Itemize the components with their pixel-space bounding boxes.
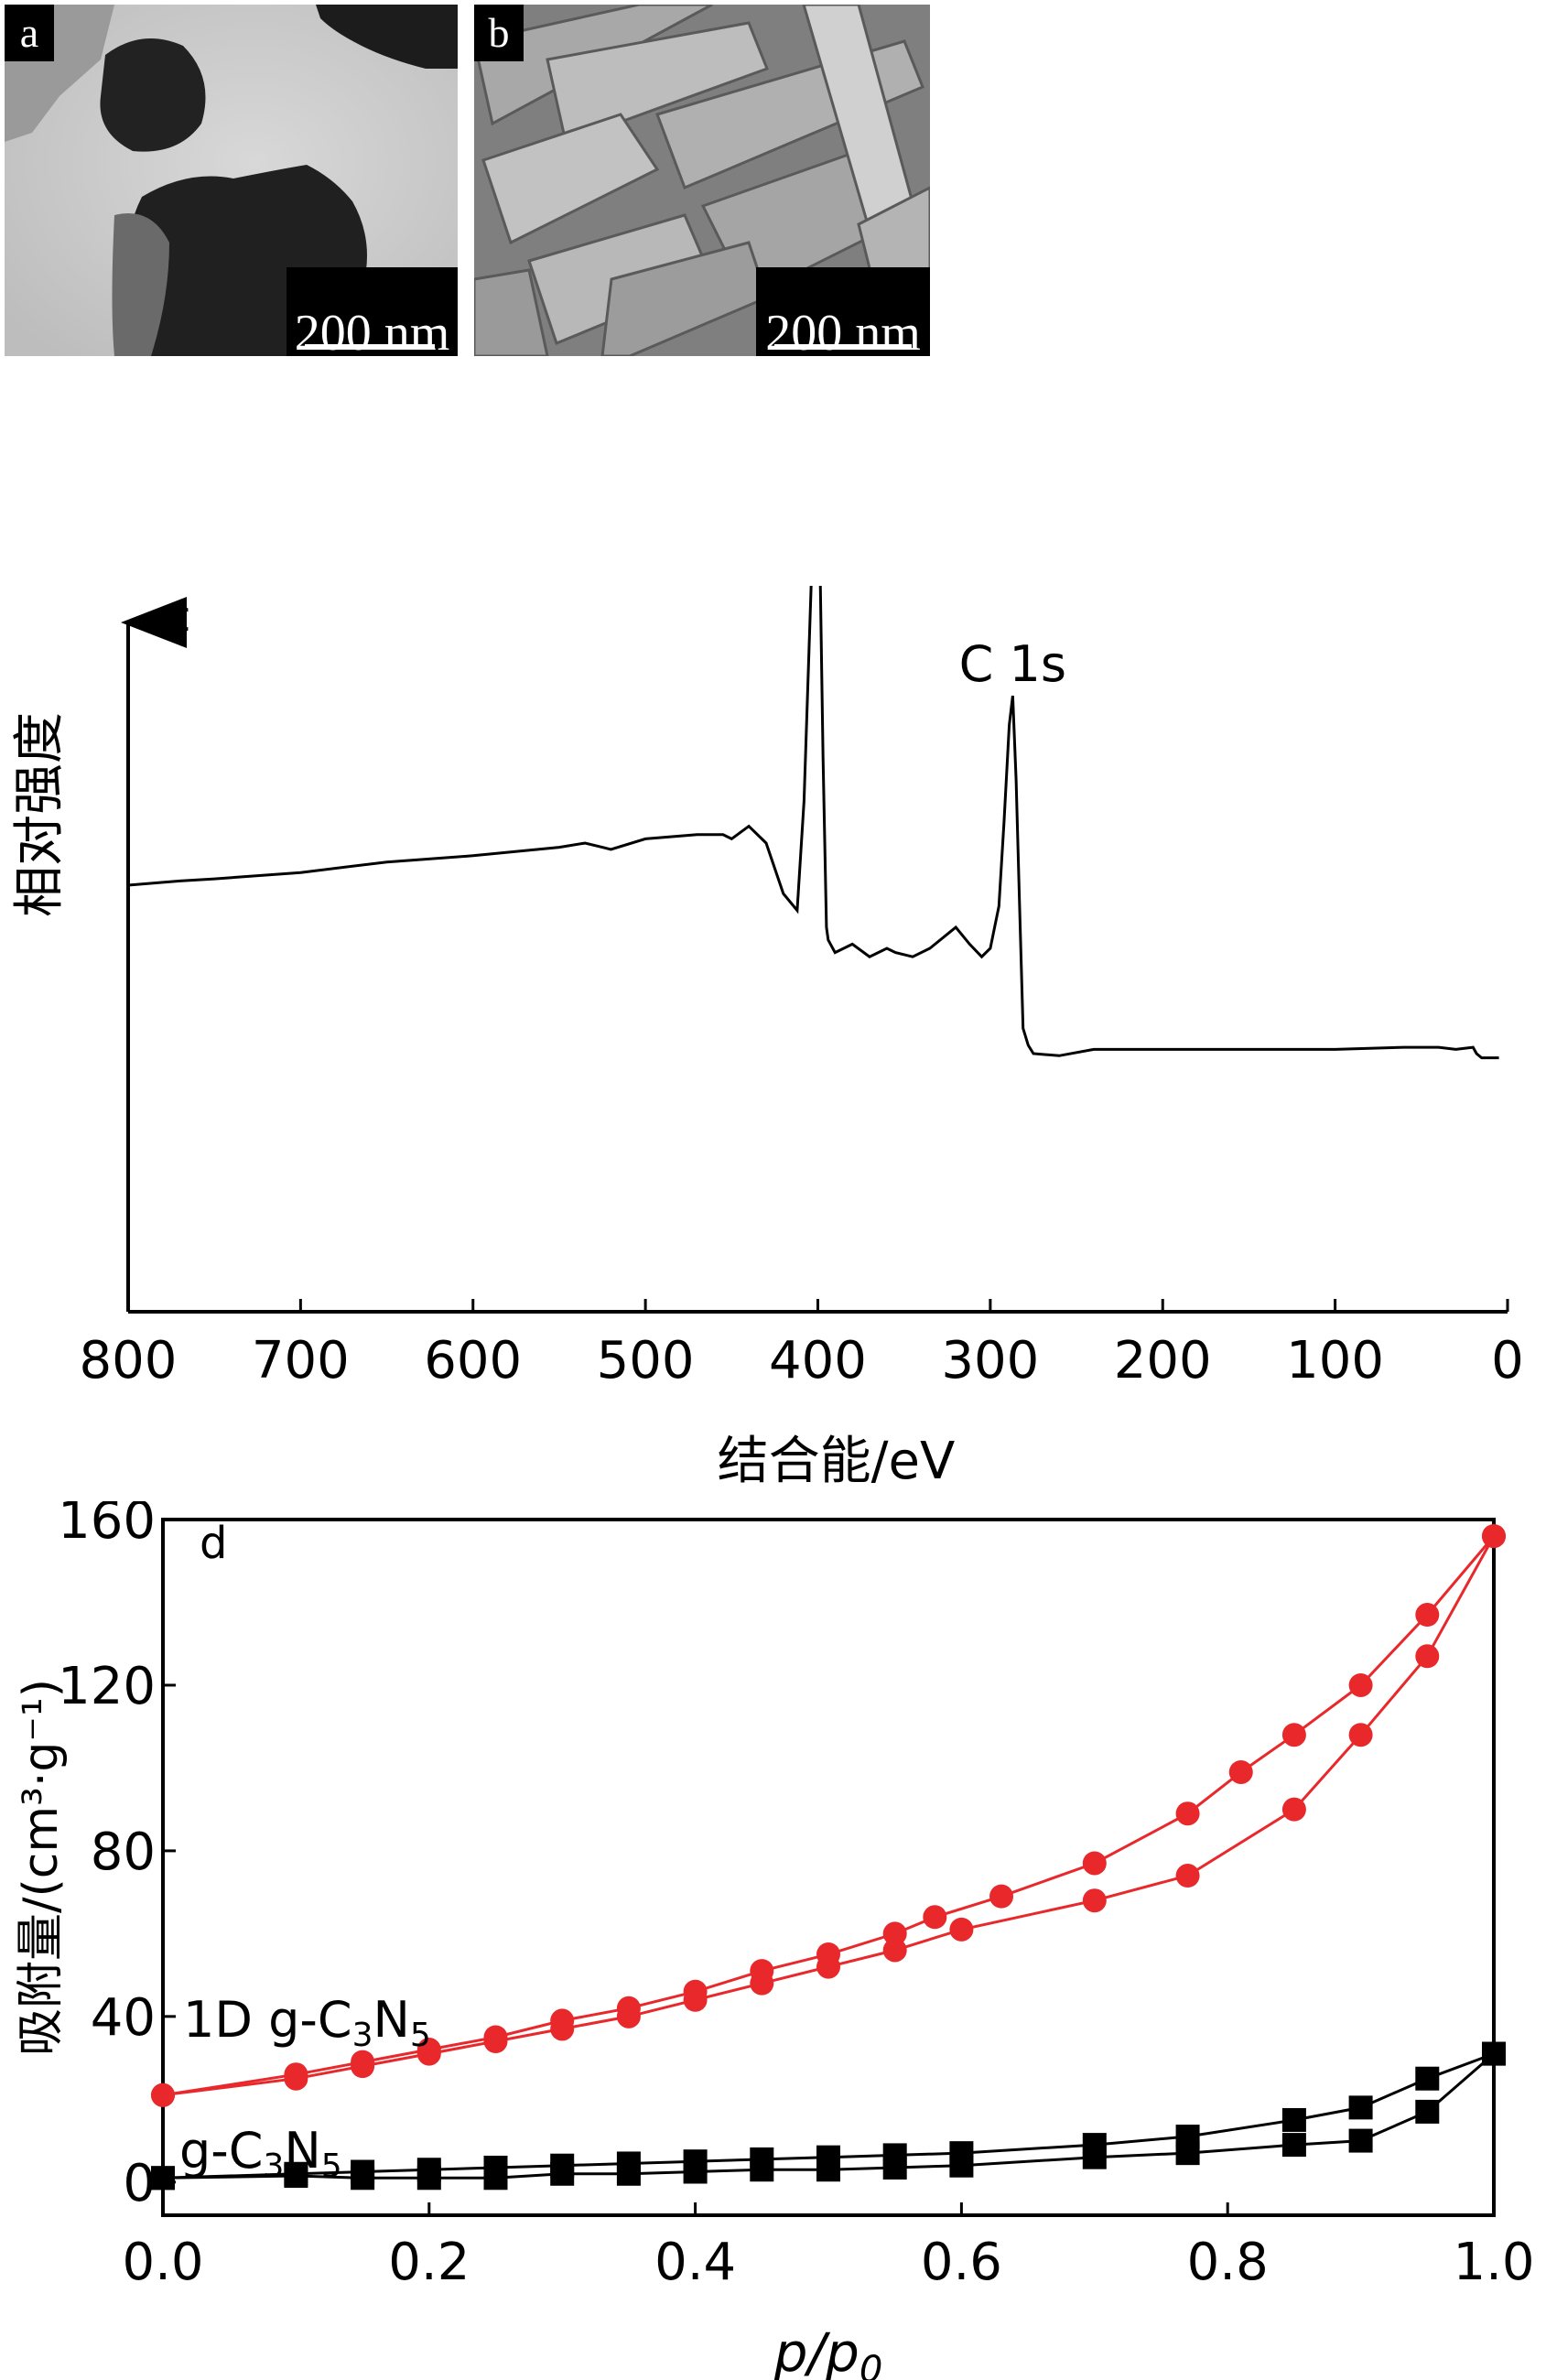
series-gc3n5-point [683, 2149, 708, 2174]
x-tick-label: 0 [1491, 1331, 1524, 1390]
x-tick-label: 100 [1286, 1331, 1384, 1390]
series-1d-gc3n5-point [1082, 1888, 1107, 1913]
panel-label-b: b [474, 5, 524, 61]
series-1d-gc3n5-point [989, 1884, 1014, 1909]
x-axis-label: 结合能/eV [718, 1432, 956, 1491]
series-1d-gc3n5-point [683, 1979, 708, 2004]
series-gc3n5-point [1348, 2128, 1373, 2153]
series-gc3n5-point [351, 2159, 375, 2184]
series-1d-gc3n5-point [616, 1996, 641, 2020]
series-gc3n5-point [284, 2161, 308, 2186]
x-tick-label: 200 [1114, 1331, 1212, 1390]
x-tick-label: 0.6 [921, 2233, 1002, 2292]
series-gc3n5-point [816, 2145, 840, 2169]
series-1d-gc3n5-point [816, 1942, 840, 1966]
series-1d-gc3n5-point [284, 2062, 308, 2087]
x-tick-label: 0.0 [122, 2233, 203, 2292]
series-1d-gc3n5-point [1281, 1723, 1306, 1747]
y-tick-label: 0 [123, 2154, 156, 2213]
series-label-1d-gc3n5: 1D g-C3N5 [183, 1991, 431, 2054]
panel-label-c: c [167, 591, 190, 643]
scale-bar [774, 344, 912, 350]
series-1d-gc3n5-point [882, 1921, 907, 1946]
y-axis-label: 吸附量/(cm³·g⁻¹) [14, 1679, 69, 2056]
x-tick-label: 0.4 [654, 2233, 736, 2292]
series-1d-gc3n5-point [483, 2025, 508, 2050]
x-tick-label: 600 [424, 1331, 522, 1390]
series-1d-gc3n5-point [1228, 1759, 1253, 1784]
series-gc3n5-point [1415, 2099, 1440, 2124]
x-tick-label: 300 [941, 1331, 1039, 1390]
series-1d-gc3n5-point [1281, 1797, 1306, 1822]
xps-spectrum-line [127, 586, 1499, 1060]
series-gc3n5-point [151, 2166, 175, 2191]
series-gc3n5-point [550, 2153, 575, 2178]
series-gc3n5-point [1082, 2133, 1107, 2158]
x-tick-label: 0.2 [388, 2233, 470, 2292]
series-gc3n5-point [1348, 2095, 1373, 2120]
series-1d-gc3n5-point [882, 1938, 907, 1963]
tem-image [5, 5, 458, 356]
tem-micrograph: a 200 nm [5, 5, 458, 356]
series-gc3n5-point [1415, 2066, 1440, 2091]
series-1d-gc3n5-point [1175, 1801, 1200, 1826]
series-1d-gc3n5-point [550, 2008, 575, 2033]
series-gc3n5-point [416, 2158, 441, 2182]
sem-micrograph: b 200 nm [474, 5, 930, 356]
series-label-gc3n5: g-C3N5 [179, 2122, 342, 2185]
x-tick-label: 700 [252, 1331, 350, 1390]
series-gc3n5-point [616, 2151, 641, 2176]
isotherm-chart: d 0.0 0.2 0.4 0.6 0.8 1.0 0 40 80 120 160 p/p0 吸附量/(c… [14, 1501, 1535, 2380]
series-1d-gc3n5-point [1348, 1723, 1373, 1747]
x-tick-label: 400 [769, 1331, 867, 1390]
scale-bar-box: 200 nm [286, 267, 458, 356]
x-tick-label: 1.0 [1453, 2233, 1534, 2292]
series-1d-gc3n5-point [351, 2050, 375, 2074]
series-gc3n5-point [483, 2155, 508, 2180]
series-1d-gc3n5-point [750, 1959, 774, 1984]
series-1d-gc3n5-point [1415, 1603, 1440, 1628]
y-tick-label: 120 [58, 1657, 156, 1716]
series-1d-gc3n5-point [416, 2038, 441, 2062]
series-gc3n5-point [882, 2143, 907, 2168]
x-tick-label: 0.8 [1187, 2233, 1269, 2292]
scale-bar [305, 344, 435, 350]
series-1d-gc3n5-point [949, 1917, 974, 1942]
y-tick-label: 40 [91, 1988, 156, 2048]
x-tick-label: 800 [80, 1331, 178, 1390]
series-gc3n5-point [1281, 2107, 1306, 2132]
series-gc3n5-point [949, 2141, 974, 2166]
series-1d-gc3n5-point [151, 2082, 175, 2107]
series-1d-gc3n5-point [1415, 1644, 1440, 1669]
series-1d-gc3n5-point [923, 1905, 947, 1930]
series-gc3n5-point [1175, 2125, 1200, 2149]
series-1d-gc3n5-point [1348, 1672, 1373, 1697]
panel-label-d: d [200, 1518, 227, 1569]
peak-annotation: C 1s [959, 635, 1066, 693]
scale-bar-box: 200 nm [756, 267, 930, 356]
y-axis-label: 相对强度 [10, 712, 70, 917]
x-axis-label: p/p0 [773, 2321, 883, 2380]
series-1d-gc3n5-point [1175, 1864, 1200, 1888]
y-tick-label: 160 [58, 1501, 156, 1551]
series-1d-gc3n5-point [1482, 1524, 1506, 1549]
y-tick-label: 80 [91, 1823, 156, 1882]
plot-frame [161, 1518, 1496, 2217]
series-gc3n5-point [750, 2147, 774, 2171]
series-gc3n5-point [1281, 2133, 1306, 2158]
panel-label-a: a [5, 5, 54, 61]
series-gc3n5-point [1482, 2041, 1506, 2066]
series-1d-gc3n5-point [1082, 1851, 1107, 1876]
x-tick-label: 500 [597, 1331, 695, 1390]
